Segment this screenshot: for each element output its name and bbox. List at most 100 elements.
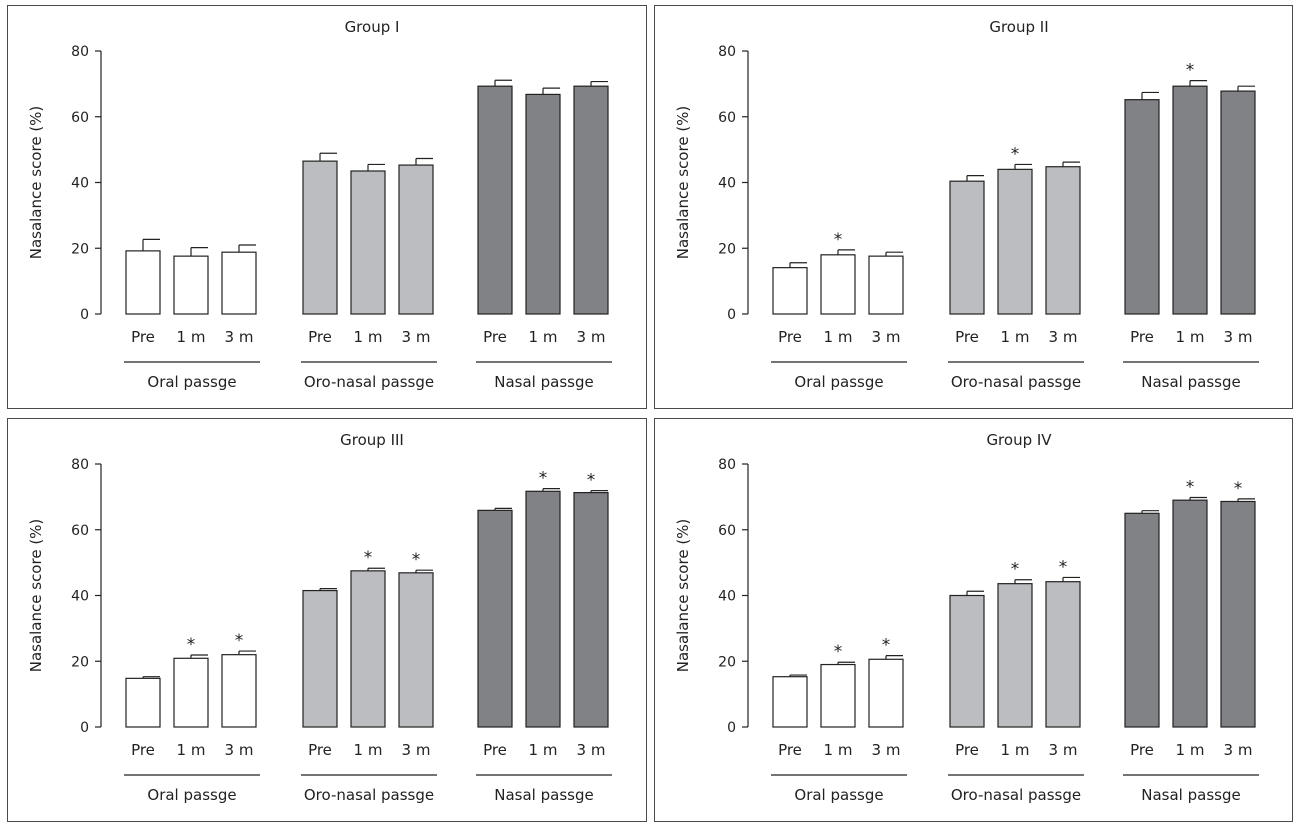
bar	[772, 676, 808, 728]
bar	[573, 492, 609, 728]
bar	[398, 164, 434, 315]
bar	[350, 170, 386, 315]
bar	[1045, 581, 1081, 728]
group-label: Oral passge	[794, 373, 883, 391]
bar	[477, 85, 513, 315]
y-tick-label: 60	[71, 110, 89, 126]
y-tick-label: 20	[71, 654, 89, 670]
bar	[1172, 85, 1208, 315]
x-category-label: Pre	[308, 328, 332, 346]
x-category-label: 1 m	[824, 328, 853, 346]
x-category-label: 3 m	[1224, 741, 1253, 759]
chart-panel-group-2: Group II Nasalance score (%) 0 20 40 60 80 Pre *…	[654, 5, 1293, 409]
x-category-label: 3 m	[1224, 328, 1253, 346]
y-axis-label: Nasalance score (%)	[674, 519, 692, 673]
y-tick-label: 0	[80, 307, 89, 323]
x-category-label: 1 m	[177, 328, 206, 346]
bar	[1220, 500, 1256, 728]
x-category-label: 3 m	[1049, 741, 1078, 759]
bar	[1220, 90, 1256, 315]
x-category-label: 1 m	[177, 741, 206, 759]
bar	[302, 160, 338, 315]
y-axis-label: Nasalance score (%)	[674, 106, 692, 260]
chart-title: Group III	[340, 431, 404, 449]
group-label: Nasal passge	[494, 786, 593, 804]
group-label: Oral passge	[147, 786, 236, 804]
x-category-label: Pre	[131, 328, 155, 346]
x-category-label: 1 m	[529, 328, 558, 346]
significance-marker: *	[1186, 478, 1195, 498]
chart-svg-group-1: Group I Nasalance score (%) 0 20 40 60 80 Pre 1 …	[27, 18, 612, 391]
group-label: Oral passge	[794, 786, 883, 804]
bar	[573, 85, 609, 315]
significance-marker: *	[1234, 479, 1243, 499]
group-label: Oro-nasal passge	[304, 786, 434, 804]
x-category-label: 1 m	[1176, 741, 1205, 759]
x-category-label: 3 m	[402, 328, 431, 346]
bar	[868, 255, 904, 315]
bar	[1045, 166, 1081, 315]
group-label: Oro-nasal passge	[304, 373, 434, 391]
y-tick-label: 20	[718, 654, 736, 670]
x-category-label: Pre	[955, 741, 979, 759]
group-label: Oral passge	[147, 373, 236, 391]
bar	[820, 254, 856, 315]
bar	[125, 677, 161, 728]
bar	[772, 267, 808, 315]
significance-marker: *	[834, 230, 843, 250]
x-category-label: Pre	[1130, 328, 1154, 346]
chart-title: Group IV	[986, 431, 1052, 449]
y-tick-label: 20	[718, 241, 736, 257]
y-tick-label: 40	[718, 176, 736, 192]
y-tick-label: 0	[80, 720, 89, 736]
y-tick-label: 80	[71, 457, 89, 473]
chart-title: Group I	[345, 18, 400, 36]
bar	[1124, 99, 1160, 315]
bar	[525, 490, 561, 728]
y-tick-label: 60	[718, 523, 736, 539]
bar	[477, 509, 513, 728]
bar	[997, 583, 1033, 728]
significance-marker: *	[834, 642, 843, 662]
bar	[302, 589, 338, 728]
y-tick-label: 20	[71, 241, 89, 257]
x-category-label: 1 m	[354, 741, 383, 759]
x-category-label: Pre	[1130, 741, 1154, 759]
x-category-label: Pre	[955, 328, 979, 346]
y-tick-label: 80	[718, 44, 736, 60]
x-category-label: 3 m	[225, 741, 254, 759]
bar	[173, 657, 209, 728]
bar	[1124, 512, 1160, 728]
bar	[1172, 499, 1208, 728]
significance-marker: *	[1011, 560, 1020, 580]
y-axis-label: Nasalance score (%)	[27, 519, 45, 673]
significance-marker: *	[1011, 144, 1020, 164]
chart-svg-group-4: Group IV Nasalance score (%) 0 20 40 60 80 Pre *…	[674, 431, 1259, 804]
x-category-label: Pre	[483, 741, 507, 759]
group-label: Nasal passge	[1141, 786, 1240, 804]
bar	[525, 93, 561, 315]
y-tick-label: 40	[71, 176, 89, 192]
significance-marker: *	[1059, 557, 1068, 577]
chart-panel-group-3: Group III Nasalance score (%) 0 20 40 60 80 Pre…	[7, 418, 647, 822]
y-tick-label: 60	[718, 110, 736, 126]
x-category-label: 3 m	[225, 328, 254, 346]
significance-marker: *	[1186, 61, 1195, 81]
x-category-label: 1 m	[354, 328, 383, 346]
x-category-label: 3 m	[872, 328, 901, 346]
bar	[125, 250, 161, 315]
y-tick-label: 0	[727, 720, 736, 736]
x-category-label: Pre	[308, 741, 332, 759]
x-category-label: 3 m	[872, 741, 901, 759]
significance-marker: *	[235, 631, 244, 651]
y-tick-label: 0	[727, 307, 736, 323]
x-category-label: Pre	[778, 328, 802, 346]
bar	[221, 654, 257, 728]
group-label: Oro-nasal passge	[951, 373, 1081, 391]
y-tick-label: 80	[718, 457, 736, 473]
x-category-label: 1 m	[529, 741, 558, 759]
bar	[949, 180, 985, 315]
group-label: Nasal passge	[494, 373, 593, 391]
y-tick-label: 80	[71, 44, 89, 60]
y-axis-label: Nasalance score (%)	[27, 106, 45, 260]
